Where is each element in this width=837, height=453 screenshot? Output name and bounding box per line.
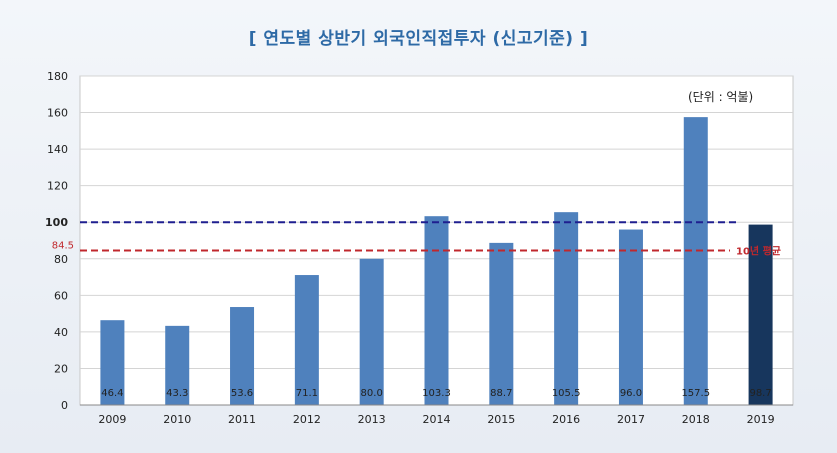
- bar: [489, 242, 514, 405]
- average-value-label: 84.5: [52, 241, 74, 252]
- y-tick-label: 120: [47, 180, 68, 193]
- bar: [100, 320, 125, 405]
- data-label: 71.1: [296, 388, 318, 399]
- x-tick-label: 2017: [617, 413, 645, 426]
- data-label: 157.5: [681, 388, 710, 399]
- x-tick-label: 2015: [487, 413, 515, 426]
- x-tick-label: 2019: [747, 413, 775, 426]
- unit-note: (단위 : 억불): [688, 90, 754, 104]
- y-tick-label: 40: [54, 326, 68, 339]
- data-label: 98.7: [749, 388, 771, 399]
- bar: [554, 212, 579, 405]
- data-label: 88.7: [490, 388, 512, 399]
- chart-title: [ 연도별 상반기 외국인직접투자 (신고기준) ]: [248, 29, 589, 49]
- x-tick-label: 2013: [358, 413, 386, 426]
- bar: [230, 307, 255, 405]
- x-tick-label: 2011: [228, 413, 256, 426]
- bar: [683, 117, 708, 405]
- y-tick-label: 100: [45, 216, 68, 229]
- data-label: 53.6: [231, 388, 253, 399]
- y-tick-label: 0: [61, 399, 68, 412]
- data-label: 80.0: [361, 388, 383, 399]
- bar: [294, 275, 319, 405]
- average-line-label: 10년 평균: [736, 245, 781, 258]
- data-label: 43.3: [166, 388, 188, 399]
- bar: [359, 258, 384, 405]
- data-label: 103.3: [422, 388, 451, 399]
- y-tick-label: 180: [47, 70, 68, 83]
- x-tick-label: 2018: [682, 413, 710, 426]
- x-tick-label: 2012: [293, 413, 321, 426]
- data-label: 46.4: [101, 388, 123, 399]
- bar: [748, 224, 773, 405]
- bar: [424, 216, 449, 405]
- bar: [618, 229, 643, 405]
- data-label: 105.5: [552, 388, 581, 399]
- y-tick-label: 80: [54, 253, 68, 266]
- x-tick-label: 2014: [423, 413, 451, 426]
- x-tick-label: 2009: [98, 413, 126, 426]
- y-tick-label: 140: [47, 143, 68, 156]
- data-label: 96.0: [620, 388, 642, 399]
- y-tick-label: 160: [47, 107, 68, 120]
- y-tick-label: 20: [54, 362, 68, 375]
- x-tick-label: 2010: [163, 413, 191, 426]
- bar: [165, 325, 190, 405]
- y-tick-label: 60: [54, 289, 68, 302]
- x-tick-label: 2016: [552, 413, 580, 426]
